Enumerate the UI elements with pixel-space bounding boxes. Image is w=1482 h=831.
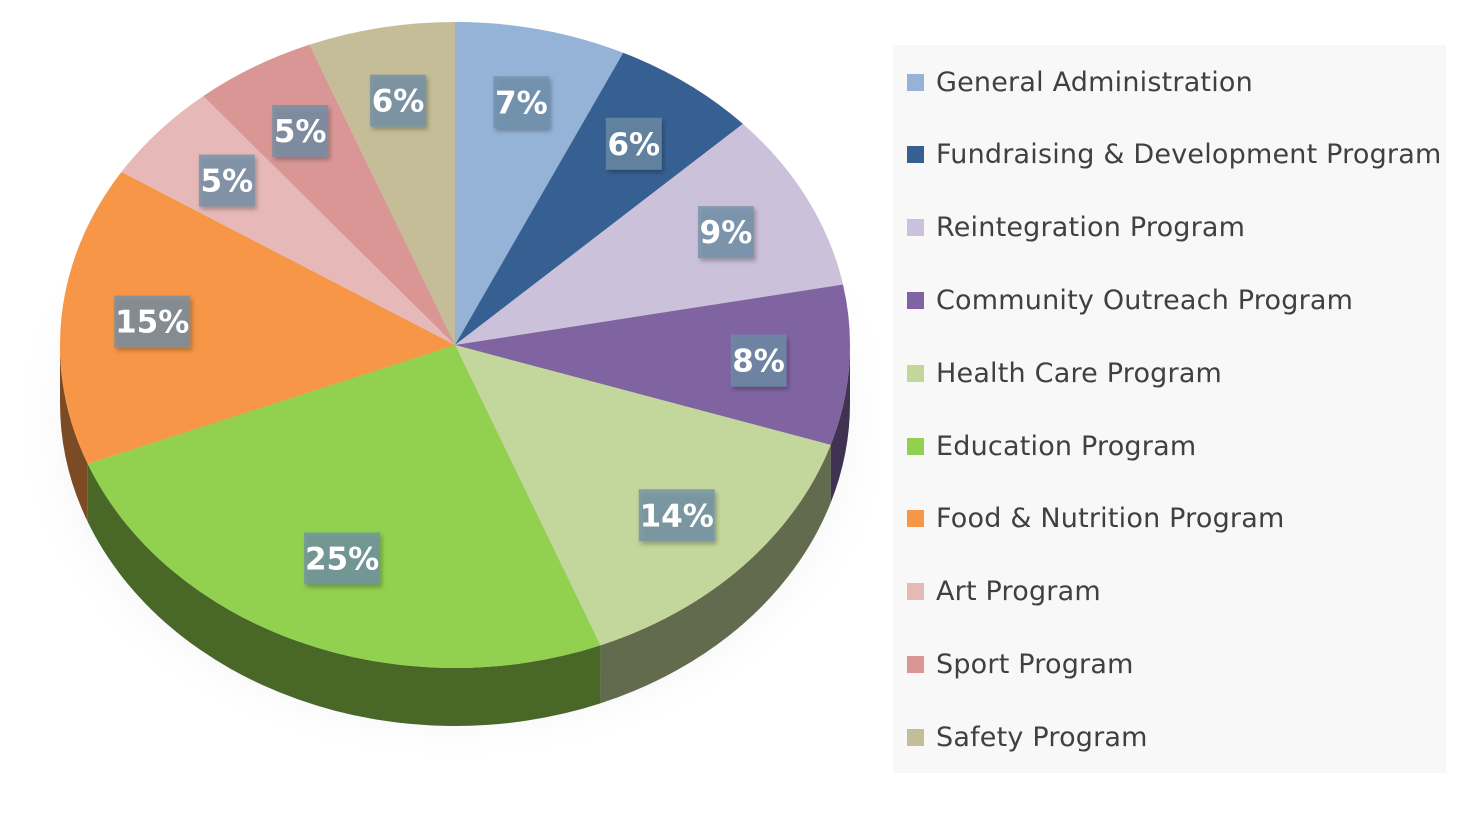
pie-slice-education-program: [87, 345, 601, 669]
pie-slice-community-outreach-program: [455, 284, 850, 445]
pie-slice-food-and-nutrition-program: [60, 171, 456, 464]
legend-swatch: [907, 728, 924, 746]
legend-label: Safety Program: [936, 721, 1148, 753]
data-label-box: [114, 295, 191, 348]
data-label-box: [370, 74, 427, 127]
data-label-box: [605, 117, 662, 170]
data-label-health-care-program: 14%: [638, 489, 715, 542]
data-label-reintegration-program: 9%: [697, 206, 754, 259]
data-label-sport-program: 5%: [272, 104, 329, 157]
data-label-text: 9%: [700, 215, 753, 251]
legend-item-education-program: Education Program: [907, 430, 1197, 462]
pie-side-health-care-program: [600, 444, 831, 704]
legend-label: Food & Nutrition Program: [936, 503, 1285, 535]
data-label-safety-program: 6%: [370, 74, 427, 127]
legend-item-food-and-nutrition-program: Food & Nutrition Program: [907, 503, 1285, 535]
data-label-box: [304, 532, 381, 585]
legend-swatch: [907, 146, 924, 164]
legend-label: Education Program: [936, 430, 1197, 462]
legend: General Administration Fundraising & Deve…: [893, 45, 1446, 773]
data-label-box: [198, 154, 255, 207]
legend-item-community-outreach-program: Community Outreach Program: [907, 284, 1354, 316]
data-label-fundraising-and-development-program: 6%: [605, 117, 662, 170]
pie-slice-sport-program: [203, 44, 455, 346]
data-label-food-and-nutrition-program: 15%: [114, 295, 191, 348]
data-label-text: 5%: [201, 164, 254, 200]
legend-item-safety-program: Safety Program: [907, 721, 1148, 753]
data-label-education-program: 25%: [304, 532, 381, 585]
legend-swatch: [907, 73, 924, 91]
legend-swatch: [907, 291, 924, 309]
legend-swatch: [907, 655, 924, 673]
legend-item-sport-program: Sport Program: [907, 648, 1134, 680]
pie-side-food-and-nutrition-program: [60, 345, 88, 522]
legend-item-general-administration: General Administration: [907, 66, 1253, 98]
pie-side-community-outreach-program: [830, 345, 850, 503]
pie-data-labels: 7% 6% 9% 8% 14% 25% 15% 5% 5% 6%: [114, 74, 787, 585]
legend-swatch: [907, 583, 924, 601]
legend-item-fundraising-and-development-program: Fundraising & Development Program: [907, 139, 1442, 171]
data-label-general-administration: 7%: [493, 76, 550, 129]
data-label-box: [493, 76, 550, 129]
data-label-text: 8%: [732, 344, 785, 380]
data-label-text: 6%: [372, 84, 425, 120]
pie-chart-svg: 7% 6% 9% 8% 14% 25% 15% 5% 5% 6%: [10, 21, 880, 765]
legend-label: Sport Program: [936, 648, 1134, 680]
pie-slice-reintegration-program: [455, 123, 844, 345]
legend-label: Reintegration Program: [936, 212, 1246, 244]
legend-label: Fundraising & Development Program: [936, 139, 1442, 171]
data-label-text: 15%: [115, 305, 189, 341]
data-label-community-outreach-program: 8%: [730, 334, 787, 387]
data-label-text: 5%: [274, 114, 327, 150]
data-label-box: [697, 206, 754, 259]
legend-swatch: [907, 364, 924, 382]
data-label-text: 14%: [640, 498, 714, 534]
legend-item-art-program: Art Program: [907, 576, 1101, 608]
legend-swatch: [907, 437, 924, 455]
pie-sides: [60, 345, 850, 726]
data-label-box: [730, 334, 787, 387]
legend-swatch: [907, 219, 924, 237]
pie-slice-fundraising-and-development-program: [455, 52, 743, 345]
data-label-art-program: 5%: [198, 154, 255, 207]
legend-swatch: [907, 510, 924, 528]
data-label-text: 6%: [607, 127, 660, 163]
data-label-box: [638, 489, 715, 542]
legend-label: Health Care Program: [936, 357, 1223, 389]
data-label-text: 25%: [305, 541, 379, 577]
legend-label: General Administration: [936, 66, 1253, 98]
data-label-box: [272, 104, 329, 157]
pie-side-education-program: [87, 463, 601, 726]
legend-label: Art Program: [936, 576, 1101, 608]
pie-chart: 7% 6% 9% 8% 14% 25% 15% 5% 5% 6%: [10, 21, 880, 765]
legend-label: Community Outreach Program: [936, 284, 1354, 316]
data-label-text: 7%: [495, 85, 548, 121]
legend-item-reintegration-program: Reintegration Program: [907, 212, 1246, 244]
legend-item-health-care-program: Health Care Program: [907, 357, 1223, 389]
